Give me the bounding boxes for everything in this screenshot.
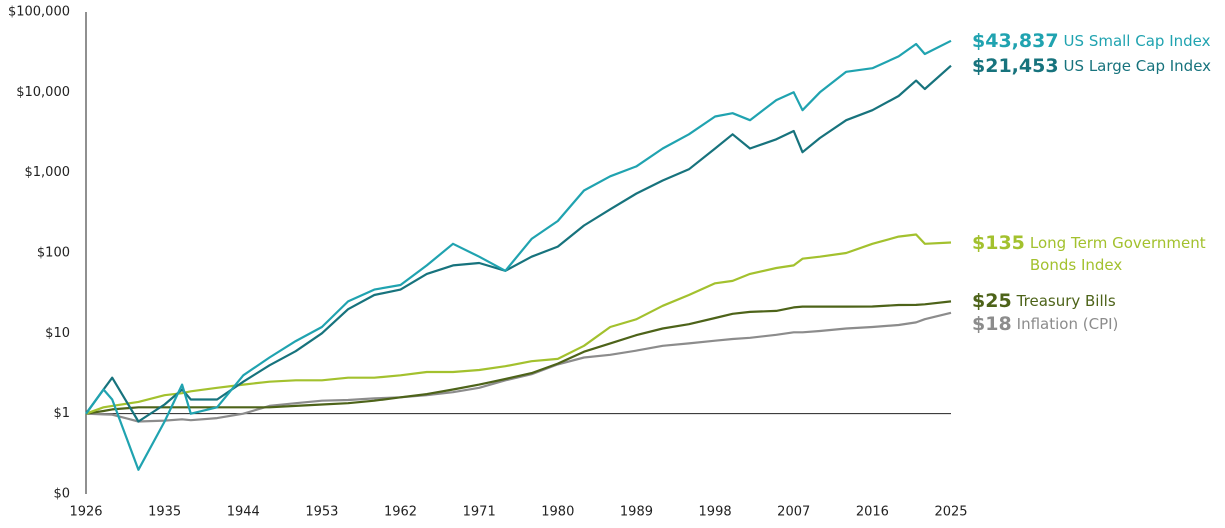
- legend-entry: US Large Cap Index: [1063, 56, 1212, 75]
- y-tick-label: $1: [53, 406, 70, 421]
- x-tick-label: 2016: [856, 505, 889, 520]
- y-tick-label: $100: [37, 246, 70, 261]
- x-tick-label: 2025: [934, 505, 967, 520]
- series-line: [85, 233, 952, 415]
- series-label: $18 Inflation (CPI): [972, 313, 1217, 335]
- y-tick-label: $1,000: [25, 165, 71, 180]
- end-value-label: $43,837: [972, 29, 1059, 52]
- x-tick-label: 1989: [620, 505, 653, 520]
- end-value-label: $18: [972, 313, 1012, 336]
- x-tick-label: 1962: [384, 505, 417, 520]
- x-tick-label: 1953: [305, 505, 338, 520]
- y-tick-label: $10,000: [16, 85, 70, 100]
- series-line: [85, 311, 952, 423]
- end-value-label: $135: [972, 231, 1025, 254]
- x-tick-label: 1926: [69, 505, 102, 520]
- y-tick-label: $100,000: [8, 5, 70, 20]
- series-label: $135 Long Term Government Bonds Index: [972, 232, 1225, 276]
- legend-entry: Treasury Bills: [1016, 292, 1116, 311]
- x-tick-label: 1971: [463, 505, 496, 520]
- y-tick-label: $10: [45, 326, 70, 341]
- x-tick-label: 1935: [148, 505, 181, 520]
- end-value-label: $21,453: [972, 54, 1059, 77]
- series-line: [85, 64, 952, 423]
- x-tick-label: 1980: [541, 505, 574, 520]
- x-tick-label: 1998: [699, 505, 732, 520]
- x-tick-label: 2007: [777, 505, 810, 520]
- series-label: $43,837 US Small Cap Index: [972, 30, 1225, 52]
- legend-entry: US Small Cap Index: [1063, 31, 1211, 50]
- series-line: [85, 39, 952, 471]
- legend-entry: Long Term Government Bonds Index: [1029, 233, 1206, 274]
- series-line: [85, 300, 952, 415]
- y-tick-label: $0: [53, 487, 70, 502]
- series-label: $25 Treasury Bills: [972, 290, 1217, 312]
- x-tick-label: 1944: [227, 505, 260, 520]
- legend-entry: Inflation (CPI): [1016, 315, 1119, 334]
- series-label: $21,453 US Large Cap Index: [972, 55, 1225, 77]
- end-value-label: $25: [972, 290, 1012, 313]
